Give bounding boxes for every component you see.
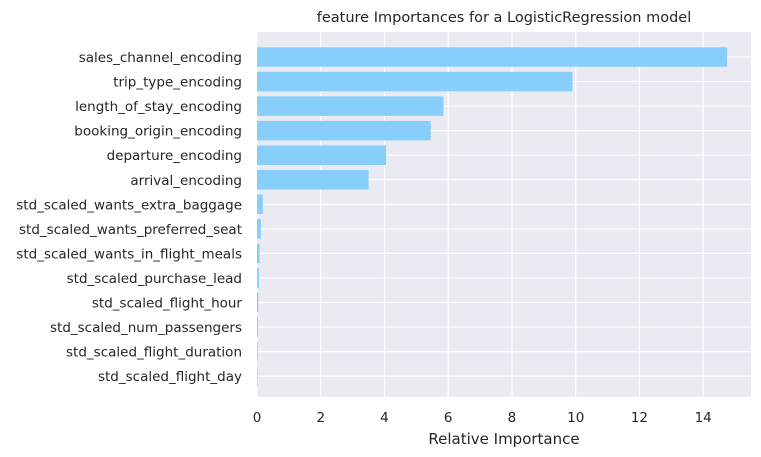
bar-std-scaled-num-passengers — [257, 317, 258, 337]
x-tick-label: 4 — [380, 410, 389, 426]
y-tick-label: length_of_stay_encoding — [75, 99, 242, 115]
y-tick-label: std_scaled_flight_duration — [66, 345, 242, 361]
bar-sales-channel-encoding — [257, 47, 728, 67]
y-tick-label: std_scaled_wants_in_flight_meals — [16, 246, 242, 262]
bar-std-scaled-wants-in-flight-meals — [257, 243, 260, 264]
y-tick-label: sales_channel_encoding — [79, 50, 242, 66]
x-axis-label: Relative Importance — [428, 430, 579, 448]
bar-departure-encoding — [257, 145, 387, 165]
x-tick-label: 0 — [253, 410, 262, 426]
y-tick-label: trip_type_encoding — [113, 75, 242, 91]
bar-booking-origin-encoding — [257, 120, 431, 141]
bar-arrival-encoding — [257, 170, 369, 190]
y-tick-label: std_scaled_wants_extra_baggage — [16, 197, 242, 213]
y-tick-label: std_scaled_purchase_lead — [67, 271, 242, 287]
y-tick-label: arrival_encoding — [130, 173, 242, 189]
bar-std-scaled-flight-day — [257, 366, 258, 386]
x-tick-label: 14 — [695, 410, 712, 426]
y-tick-labels: sales_channel_encoding trip_type_encoding… — [16, 50, 242, 385]
plot-background — [257, 32, 751, 397]
x-tick-label: 8 — [508, 410, 517, 426]
x-tick-label: 6 — [444, 410, 453, 426]
y-tick-label: std_scaled_flight_day — [98, 369, 242, 385]
x-tick-label: 12 — [631, 410, 648, 426]
x-tick-label: 2 — [316, 410, 325, 426]
bar-std-scaled-flight-hour — [257, 292, 259, 313]
bar-std-scaled-purchase-lead — [257, 268, 259, 288]
bar-std-scaled-wants-extra-baggage — [257, 194, 263, 215]
y-tick-label: departure_encoding — [107, 148, 242, 164]
y-tick-label: booking_origin_encoding — [74, 124, 242, 140]
x-tick-labels: 0 2 4 6 8 10 12 14 — [253, 410, 712, 426]
x-tick-label: 10 — [567, 410, 584, 426]
y-tick-label: std_scaled_wants_preferred_seat — [19, 222, 242, 238]
bar-std-scaled-wants-preferred-seat — [257, 219, 261, 239]
bar-length-of-stay-encoding — [257, 96, 444, 116]
chart-title: feature Importances for a LogisticRegres… — [317, 10, 692, 26]
y-tick-label: std_scaled_num_passengers — [50, 320, 242, 336]
bar-std-scaled-flight-duration — [257, 341, 258, 362]
y-tick-label: std_scaled_flight_hour — [92, 296, 243, 312]
bar-trip-type-encoding — [257, 71, 573, 92]
bars — [257, 47, 728, 386]
